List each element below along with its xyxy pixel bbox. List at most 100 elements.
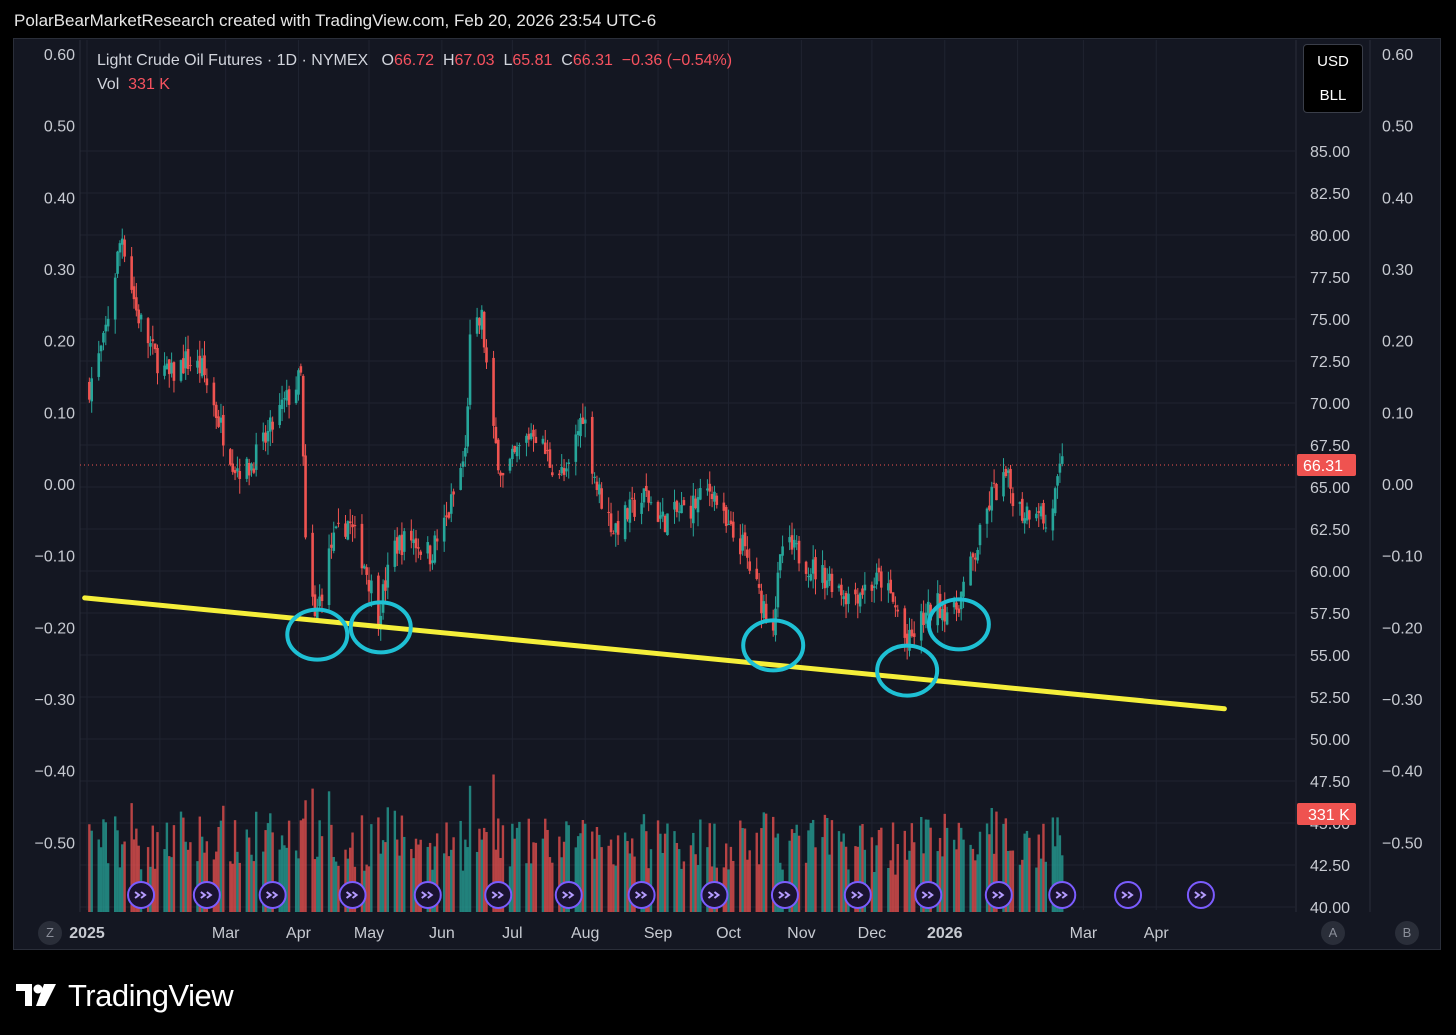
z-button[interactable]: Z	[38, 921, 62, 945]
candle-body	[760, 590, 763, 614]
volume-bar	[1021, 859, 1024, 912]
candle-123	[494, 417, 498, 444]
candle-body	[543, 442, 547, 454]
candle-127	[508, 457, 512, 474]
candle-body	[466, 406, 469, 447]
candle-body	[518, 445, 521, 447]
volume-bar	[920, 816, 923, 912]
candle-276	[995, 482, 998, 501]
candle-body	[97, 353, 101, 377]
candle-250	[910, 618, 914, 638]
candle-143	[560, 454, 563, 477]
chart-legend: Light Crude Oil Futures · 1D · NYMEX O66…	[97, 49, 732, 97]
candle-282	[1018, 501, 1022, 516]
candle-body	[344, 523, 347, 537]
volume-bar	[1002, 823, 1005, 912]
candle-121	[485, 339, 488, 369]
candle-body	[468, 334, 472, 405]
annotation-circle-4	[926, 597, 991, 652]
candle-body	[337, 522, 340, 524]
event-icon-1	[192, 881, 221, 909]
candle-232	[854, 582, 857, 606]
candle-body	[151, 339, 155, 342]
candle-260	[943, 592, 947, 633]
candle-body	[104, 324, 108, 332]
candle-207	[771, 609, 775, 637]
volume-bar	[790, 829, 794, 912]
price-tick-6: 70.00	[1310, 396, 1350, 413]
auto-scale-button[interactable]: A	[1321, 921, 1345, 945]
event-circle	[843, 881, 872, 909]
volume-bar	[1035, 867, 1038, 912]
candle-24	[167, 359, 171, 388]
candle-96	[402, 528, 406, 561]
double-chevron-icon	[345, 891, 359, 899]
x-tick-3: May	[354, 925, 384, 942]
candle-body	[861, 588, 864, 595]
volume-bar	[518, 821, 521, 912]
candle-174	[661, 497, 665, 523]
annotation-circle-3	[875, 643, 940, 698]
volume-bar	[316, 856, 319, 912]
candle-97	[410, 519, 413, 549]
candle-body	[266, 430, 270, 442]
candle-58	[280, 385, 284, 422]
volume-bar	[1051, 817, 1055, 912]
outer-tick-0: 0.60	[1382, 47, 1413, 64]
candle-295	[1058, 453, 1062, 483]
candle-body	[113, 277, 117, 320]
volume-bar	[757, 864, 761, 912]
candle-body	[976, 549, 979, 561]
left-tick-9: −0.30	[35, 692, 76, 709]
price-tick-7: 67.50	[1310, 438, 1350, 455]
currency-unit-selector[interactable]: USD BLL	[1303, 44, 1363, 113]
candle-290	[1042, 499, 1045, 530]
volume-bar	[396, 839, 399, 912]
candle-body	[311, 532, 314, 597]
event-circle	[700, 881, 729, 909]
candle-253	[922, 600, 925, 633]
candle-246	[896, 604, 900, 618]
tradingview-logo: TradingView	[16, 972, 234, 1016]
candle-16	[139, 312, 143, 332]
candle-214	[793, 528, 796, 560]
candle-209	[776, 561, 780, 618]
candle-body	[847, 593, 850, 604]
candle-288	[1037, 503, 1041, 528]
volume-bar	[146, 847, 150, 912]
volume-bar	[877, 830, 881, 912]
candle-body	[496, 439, 500, 471]
x-tick-5: Jul	[502, 925, 522, 942]
volume-bar	[640, 824, 643, 912]
candle-body	[985, 508, 989, 524]
candle-184	[694, 488, 697, 510]
candle-body	[297, 370, 300, 395]
x-tick-7: Sep	[644, 925, 673, 942]
candle-296	[1060, 443, 1064, 467]
b-button[interactable]: B	[1395, 921, 1419, 945]
volume-bar	[151, 825, 154, 912]
candle-body	[840, 584, 843, 596]
volume-bar	[360, 815, 364, 912]
candle-70	[318, 584, 321, 610]
volume-bar	[694, 854, 697, 912]
volume-bar	[153, 868, 157, 912]
candle-236	[863, 572, 867, 604]
candle-106	[435, 529, 439, 551]
candle-67	[311, 524, 314, 606]
candle-79	[348, 509, 352, 535]
candle-body	[706, 488, 709, 491]
candle-7	[113, 273, 117, 334]
event-circle	[127, 881, 156, 909]
volume-bar	[727, 869, 730, 912]
candle-body	[1044, 527, 1048, 529]
candle-body	[969, 556, 972, 586]
volume-bar	[797, 835, 801, 912]
candle-body	[283, 398, 286, 400]
volume-bar	[417, 844, 420, 912]
left-tick-8: −0.20	[35, 620, 76, 637]
candle-body	[264, 432, 267, 443]
volume-bar	[381, 840, 385, 912]
candle-35	[203, 341, 206, 383]
